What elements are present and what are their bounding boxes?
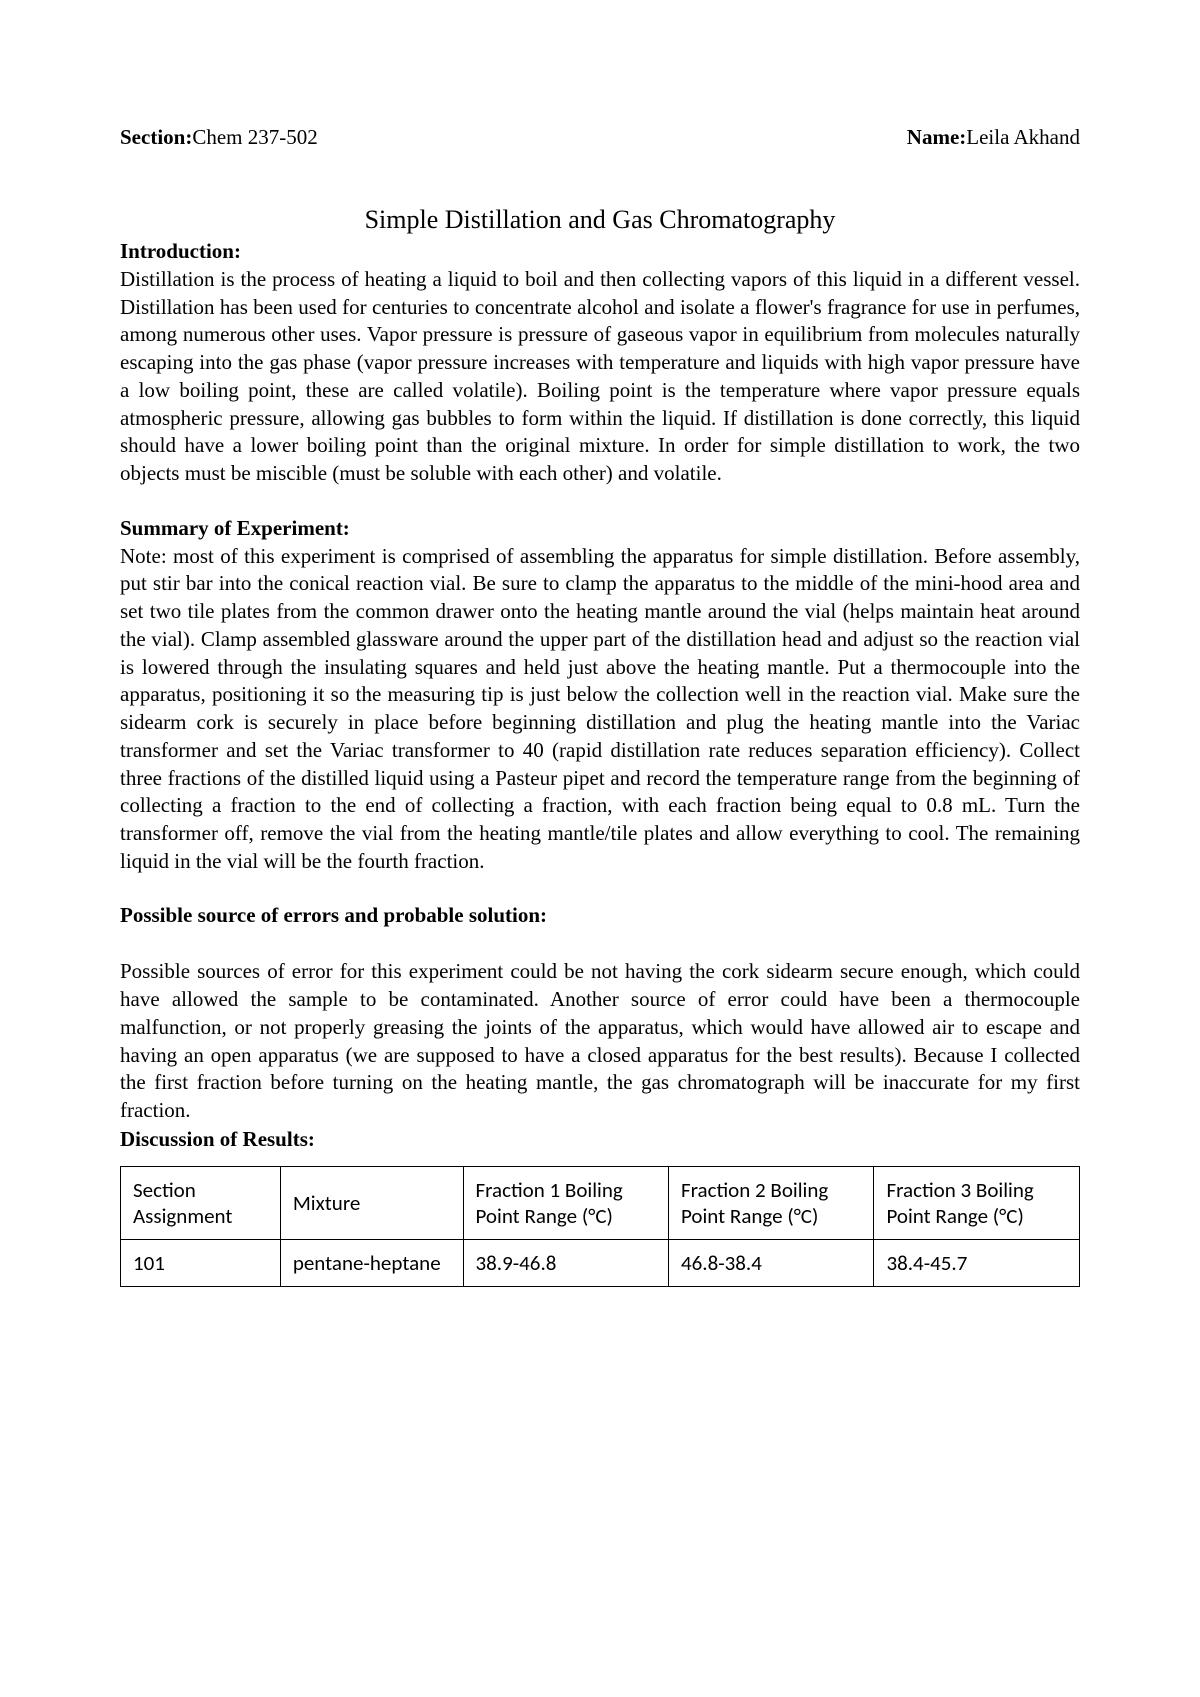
section-value: Chem 237-502	[192, 125, 317, 150]
summary-heading: Summary of Experiment:	[120, 516, 1080, 541]
results-table: Section Assignment Mixture Fraction 1 Bo…	[120, 1166, 1080, 1287]
table-cell: pentane-heptane	[280, 1239, 463, 1286]
table-row: 101 pentane-heptane 38.9-46.8 46.8-38.4 …	[121, 1239, 1080, 1286]
page-title: Simple Distillation and Gas Chromatograp…	[120, 205, 1080, 235]
table-header-cell: Fraction 3 Boiling Point Range (°C)	[874, 1166, 1080, 1239]
summary-body: Note: most of this experiment is compris…	[120, 543, 1080, 876]
table-cell: 38.4-45.7	[874, 1239, 1080, 1286]
errors-heading: Possible source of errors and probable s…	[120, 903, 1080, 928]
spacer	[120, 930, 1080, 958]
table-cell: 101	[121, 1239, 281, 1286]
table-header-cell: Mixture	[280, 1166, 463, 1239]
table-header-cell: Fraction 1 Boiling Point Range (°C)	[463, 1166, 668, 1239]
intro-body: Distillation is the process of heating a…	[120, 266, 1080, 488]
table-cell: 38.9-46.8	[463, 1239, 668, 1286]
name-value: Leila Akhand	[966, 125, 1080, 150]
section-label: Section:	[120, 125, 192, 150]
document-header: Section: Chem 237-502 Name: Leila Akhand	[120, 125, 1080, 150]
table-cell: 46.8-38.4	[668, 1239, 873, 1286]
table-header-cell: Section Assignment	[121, 1166, 281, 1239]
name-label: Name:	[907, 125, 966, 150]
table-header-cell: Fraction 2 Boiling Point Range (°C)	[668, 1166, 873, 1239]
errors-body: Possible sources of error for this exper…	[120, 958, 1080, 1124]
intro-heading: Introduction:	[120, 239, 1080, 264]
header-section: Section: Chem 237-502	[120, 125, 318, 150]
table-header-row: Section Assignment Mixture Fraction 1 Bo…	[121, 1166, 1080, 1239]
discussion-heading: Discussion of Results:	[120, 1127, 1080, 1152]
header-name: Name: Leila Akhand	[907, 125, 1080, 150]
